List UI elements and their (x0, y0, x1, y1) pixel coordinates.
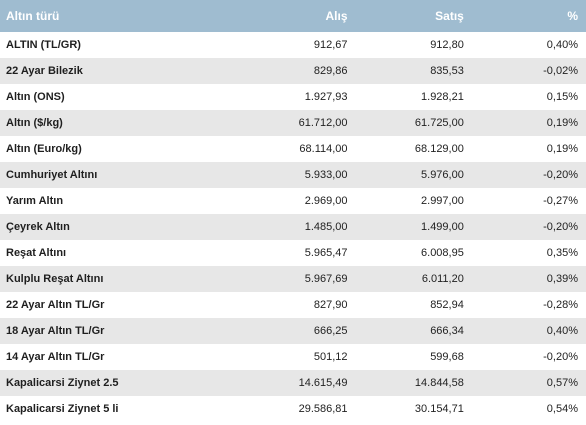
change-percent-cell: -0,02% (471, 58, 586, 84)
table-row: Altın ($/kg) 61.712,00 61.725,00 0,19% (0, 110, 586, 136)
change-percent-cell: -0,20% (471, 214, 586, 240)
sell-price-cell: 666,34 (355, 318, 472, 344)
sell-price-cell: 835,53 (355, 58, 472, 84)
sell-price-cell: 30.154,71 (355, 396, 472, 422)
table-row: 22 Ayar Altın TL/Gr 827,90 852,94 -0,28% (0, 292, 586, 318)
header-change-percent: % (471, 0, 586, 32)
gold-type-cell: Cumhuriyet Altını (0, 162, 220, 188)
buy-price-cell: 5.933,00 (219, 162, 356, 188)
buy-price-cell: 2.969,00 (219, 188, 356, 214)
gold-type-cell: 18 Ayar Altın TL/Gr (0, 318, 220, 344)
gold-type-cell: ALTIN (TL/GR) (0, 32, 220, 58)
change-percent-cell: -0,28% (471, 292, 586, 318)
sell-price-cell: 2.997,00 (355, 188, 472, 214)
buy-price-cell: 1.485,00 (219, 214, 356, 240)
table-row: Kulplu Reşat Altını 5.967,69 6.011,20 0,… (0, 266, 586, 292)
buy-price-cell: 5.965,47 (219, 240, 356, 266)
change-percent-cell: 0,40% (471, 318, 586, 344)
gold-type-cell: Kapalicarsi Ziynet 2.5 (0, 370, 220, 396)
buy-price-cell: 501,12 (219, 344, 356, 370)
sell-price-cell: 912,80 (355, 32, 472, 58)
gold-type-cell: Altın (ONS) (0, 84, 220, 110)
gold-type-cell: Altın (Euro/kg) (0, 136, 220, 162)
table-row: ALTIN (TL/GR) 912,67 912,80 0,40% (0, 32, 586, 58)
buy-price-cell: 5.967,69 (219, 266, 356, 292)
change-percent-cell: 0,19% (471, 136, 586, 162)
change-percent-cell: 0,19% (471, 110, 586, 136)
sell-price-cell: 1.928,21 (355, 84, 472, 110)
table-row: 14 Ayar Altın TL/Gr 501,12 599,68 -0,20% (0, 344, 586, 370)
buy-price-cell: 666,25 (219, 318, 356, 344)
table-row: Kapalicarsi Ziynet 5 li 29.586,81 30.154… (0, 396, 586, 422)
table-header: Altın türü Alış Satış % (0, 0, 586, 32)
sell-price-cell: 599,68 (355, 344, 472, 370)
change-percent-cell: -0,27% (471, 188, 586, 214)
table-row: Altın (Euro/kg) 68.114,00 68.129,00 0,19… (0, 136, 586, 162)
sell-price-cell: 68.129,00 (355, 136, 472, 162)
buy-price-cell: 827,90 (219, 292, 356, 318)
buy-price-cell: 61.712,00 (219, 110, 356, 136)
table-row: Kapalicarsi Ziynet 2.5 14.615,49 14.844,… (0, 370, 586, 396)
buy-price-cell: 14.615,49 (219, 370, 356, 396)
table-row: 22 Ayar Bilezik 829,86 835,53 -0,02% (0, 58, 586, 84)
gold-type-cell: Çeyrek Altın (0, 214, 220, 240)
sell-price-cell: 14.844,58 (355, 370, 472, 396)
sell-price-cell: 5.976,00 (355, 162, 472, 188)
change-percent-cell: 0,40% (471, 32, 586, 58)
buy-price-cell: 29.586,81 (219, 396, 356, 422)
gold-type-cell: Kulplu Reşat Altını (0, 266, 220, 292)
table-row: Altın (ONS) 1.927,93 1.928,21 0,15% (0, 84, 586, 110)
gold-type-cell: Yarım Altın (0, 188, 220, 214)
buy-price-cell: 912,67 (219, 32, 356, 58)
change-percent-cell: 0,39% (471, 266, 586, 292)
sell-price-cell: 852,94 (355, 292, 472, 318)
table-header-row: Altın türü Alış Satış % (0, 0, 586, 32)
sell-price-cell: 6.008,95 (355, 240, 472, 266)
header-gold-type: Altın türü (0, 0, 220, 32)
table-body: ALTIN (TL/GR) 912,67 912,80 0,40% 22 Aya… (0, 32, 586, 422)
gold-type-cell: 14 Ayar Altın TL/Gr (0, 344, 220, 370)
gold-type-cell: 22 Ayar Altın TL/Gr (0, 292, 220, 318)
gold-type-cell: 22 Ayar Bilezik (0, 58, 220, 84)
buy-price-cell: 1.927,93 (219, 84, 356, 110)
change-percent-cell: -0,20% (471, 162, 586, 188)
sell-price-cell: 1.499,00 (355, 214, 472, 240)
sell-price-cell: 6.011,20 (355, 266, 472, 292)
change-percent-cell: 0,35% (471, 240, 586, 266)
buy-price-cell: 68.114,00 (219, 136, 356, 162)
change-percent-cell: -0,20% (471, 344, 586, 370)
change-percent-cell: 0,15% (471, 84, 586, 110)
gold-type-cell: Altın ($/kg) (0, 110, 220, 136)
sell-price-cell: 61.725,00 (355, 110, 472, 136)
table-row: Cumhuriyet Altını 5.933,00 5.976,00 -0,2… (0, 162, 586, 188)
buy-price-cell: 829,86 (219, 58, 356, 84)
table-row: Reşat Altını 5.965,47 6.008,95 0,35% (0, 240, 586, 266)
gold-type-cell: Kapalicarsi Ziynet 5 li (0, 396, 220, 422)
table-row: Yarım Altın 2.969,00 2.997,00 -0,27% (0, 188, 586, 214)
table-row: 18 Ayar Altın TL/Gr 666,25 666,34 0,40% (0, 318, 586, 344)
change-percent-cell: 0,57% (471, 370, 586, 396)
table-row: Çeyrek Altın 1.485,00 1.499,00 -0,20% (0, 214, 586, 240)
header-sell: Satış (355, 0, 472, 32)
header-buy: Alış (219, 0, 356, 32)
change-percent-cell: 0,54% (471, 396, 586, 422)
gold-type-cell: Reşat Altını (0, 240, 220, 266)
